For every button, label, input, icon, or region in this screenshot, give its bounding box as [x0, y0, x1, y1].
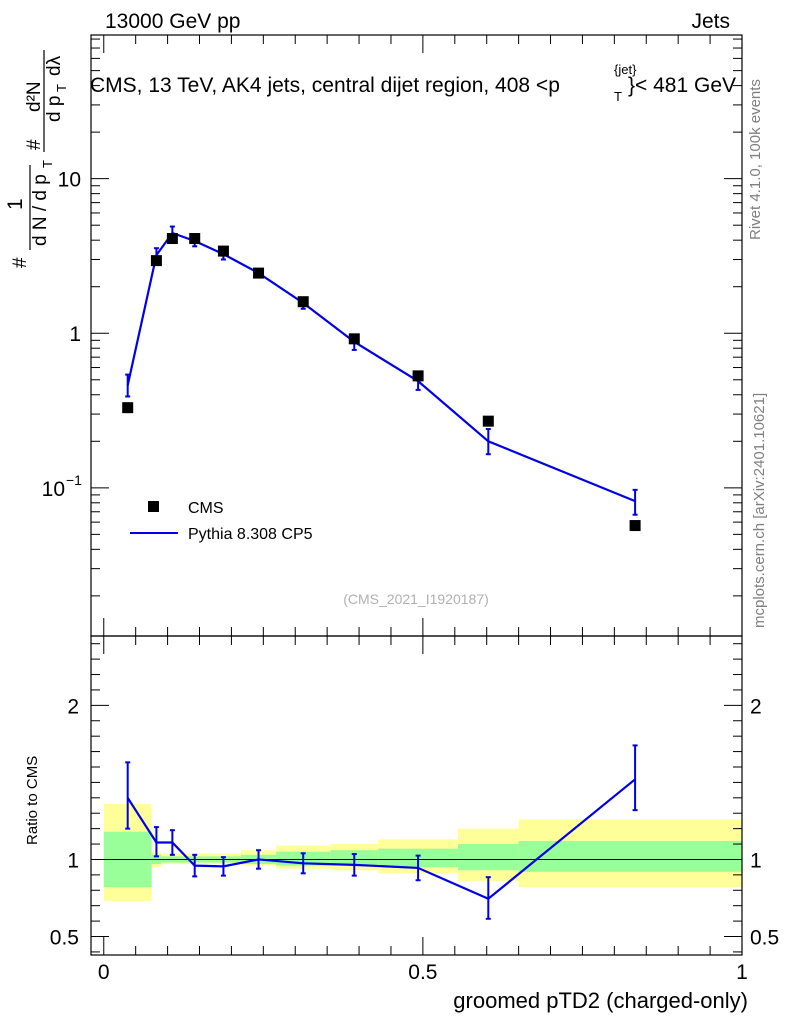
ratio-plot-marks [125, 744, 638, 920]
main-y-tick-exponent: −1 [66, 472, 82, 488]
ratio-uncertainty-bands [103, 803, 742, 902]
data-point [297, 296, 309, 308]
mcplots-label: mcplots.cern.ch [arXiv:2401.10621] [751, 393, 768, 628]
ratio-y-tick-label-left: 1 [67, 849, 79, 872]
legend-data-label: CMS [188, 500, 224, 517]
ylabel-dn-dpt: d N / d p [30, 174, 51, 246]
main-y-tick-label: 1 [69, 323, 81, 346]
ylabel-dlambda: dλ [44, 55, 65, 76]
category-label: Jets [691, 10, 730, 33]
x-tick-label: 0 [98, 961, 110, 984]
energy-label: 13000 GeV pp [105, 10, 240, 33]
plot-title: CMS, 13 TeV, AK4 jets, central dijet reg… [90, 62, 736, 104]
ylabel-d2n: d²N [24, 81, 45, 112]
data-point [348, 333, 360, 345]
ratio-y-tick-label-left: 0.5 [50, 927, 79, 950]
title-end: }< 481 GeV [628, 74, 736, 97]
ratio-y-tick-label-left: 2 [67, 695, 79, 718]
band-inner-bin [518, 840, 742, 872]
x-tick-label: 0.5 [408, 961, 437, 984]
ratio-y-label: Ratio to CMS [24, 756, 41, 845]
ylabel-dpt: d p [44, 96, 65, 122]
ratio-y-tick-label-right: 1 [750, 849, 762, 872]
band-inner-bin [457, 844, 519, 871]
data-point [253, 267, 265, 279]
main-y-label: # 1 d N / d p T # d²N d p T dλ [4, 50, 69, 268]
ylabel-one: 1 [4, 198, 27, 210]
analysis-watermark: (CMS_2021_I1920187) [343, 591, 489, 607]
data-point [482, 415, 494, 427]
main-y-tick-label: 10 [42, 478, 65, 501]
ratio-y-tick-label-right: 2 [750, 695, 762, 718]
data-point [150, 255, 162, 267]
ylabel-t-sub-2: T [54, 84, 69, 92]
legend: CMS Pythia 8.308 CP5 [130, 500, 313, 543]
legend-data-marker [148, 501, 159, 512]
title-superscript: {jet} [614, 62, 637, 77]
ylabel-hash-mid: # [24, 139, 45, 150]
main-frame [90, 34, 743, 637]
legend-mc-label: Pythia 8.308 CP5 [188, 526, 313, 543]
ratio-y-tick-label-right: 0.5 [750, 927, 779, 950]
data-point [217, 245, 229, 257]
data-point [122, 402, 134, 414]
main-y-tick-label: 10 [58, 169, 81, 192]
x-axis-label: groomed pTD2 (charged-only) [453, 988, 748, 1013]
data-point [166, 233, 178, 245]
main-plot-marks [122, 225, 641, 532]
title-subscript: T [614, 89, 622, 104]
ratio-frame [90, 635, 743, 956]
x-tick-label: 1 [736, 961, 748, 984]
ylabel-hash-left: # [10, 257, 31, 268]
data-point [412, 370, 424, 382]
data-point [189, 233, 201, 245]
title-main: CMS, 13 TeV, AK4 jets, central dijet reg… [90, 74, 560, 97]
ylabel-t-sub-1: T [40, 160, 55, 168]
rivet-label: Rivet 4.1.0, 100k events [747, 79, 764, 240]
data-point [629, 520, 641, 532]
mc-line [126, 231, 636, 503]
